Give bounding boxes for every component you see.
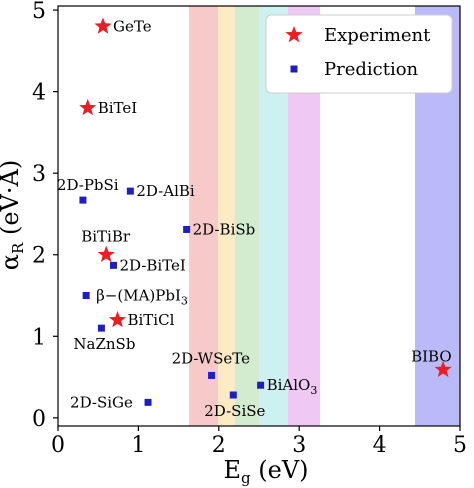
legend-box [265, 14, 453, 94]
y-axis-title: αR (eV·Å) [0, 160, 27, 270]
x-tick-label: 3 [292, 433, 306, 458]
label-naznsb: NaZnSb [73, 335, 135, 353]
point-2d-sige [144, 398, 152, 406]
point-bialo [257, 381, 265, 389]
label-bibo: BIBO [411, 348, 452, 366]
legend: Experiment Prediction [265, 14, 453, 94]
label-gete: GeTe [113, 17, 152, 35]
y-tick-label: 5 [32, 0, 46, 24]
point-ma-pbi [82, 292, 90, 300]
point-2d-bitei [109, 261, 117, 269]
y-tick-label: 3 [32, 162, 46, 187]
point-bitibr [97, 245, 115, 262]
point-bibo [434, 360, 452, 377]
label-bitibr: BiTiBr [81, 228, 131, 246]
legend-label-experiment: Experiment [324, 25, 431, 46]
legend-marker-experiment [285, 26, 303, 43]
label-bialo: BiAlO3 [267, 376, 318, 397]
point-2d-sise [229, 391, 237, 399]
plot-frame [57, 5, 461, 427]
color-band-2 [217, 6, 235, 426]
label-2d-sige: 2D-SiGe [70, 393, 133, 411]
point-bitei [79, 98, 97, 116]
label-biticl: BiTiCl [127, 311, 174, 329]
label-2d-albi: 2D-AlBi [136, 182, 195, 200]
point-2d-wsete [208, 371, 216, 379]
x-tick-label: 2 [212, 433, 226, 458]
label-2d-pbsi: 2D-PbSi [57, 176, 119, 194]
point-2d-pbsi [79, 196, 87, 204]
point-gete [94, 17, 112, 34]
label-2d-bitei: 2D-BiTeI [119, 256, 185, 274]
label-2d-wsete: 2D-WSeTe [172, 349, 251, 367]
y-tick-label: 1 [32, 325, 46, 350]
legend-label-prediction: Prediction [324, 59, 419, 80]
x-axis-title: Eg (eV) [223, 456, 308, 487]
point-naznsb [97, 324, 105, 332]
legend-marker-prediction [290, 65, 298, 73]
x-tick-label: 1 [131, 433, 145, 458]
label-2d-sise: 2D-SiSe [204, 402, 265, 420]
label-2d-bisb: 2D-BiSb [193, 220, 256, 238]
data-points [79, 17, 452, 406]
y-tick-label: 0 [32, 407, 46, 432]
point-2d-bisb [183, 225, 191, 233]
color-band-1 [189, 6, 218, 426]
point-2d-albi [126, 187, 134, 195]
axis-ticks: 0 1 2 3 4 5 0 1 2 3 4 5 [32, 0, 467, 458]
label-bitei: BiTeI [98, 99, 138, 117]
y-tick-label: 2 [32, 244, 46, 269]
y-tick-label: 4 [32, 81, 46, 106]
label-ma-pbi: β−(MA)PbI3 [96, 287, 188, 308]
color-band-3 [234, 6, 259, 426]
x-tick-label: 4 [373, 433, 387, 458]
x-tick-label: 5 [453, 433, 467, 458]
point-biticl [108, 311, 127, 328]
x-tick-label: 0 [51, 433, 65, 458]
point-labels: GeTe BiTeI BiTiBr BiTiCl BIBO 2D-PbSi 2D-AlBi 2… [57, 17, 452, 420]
